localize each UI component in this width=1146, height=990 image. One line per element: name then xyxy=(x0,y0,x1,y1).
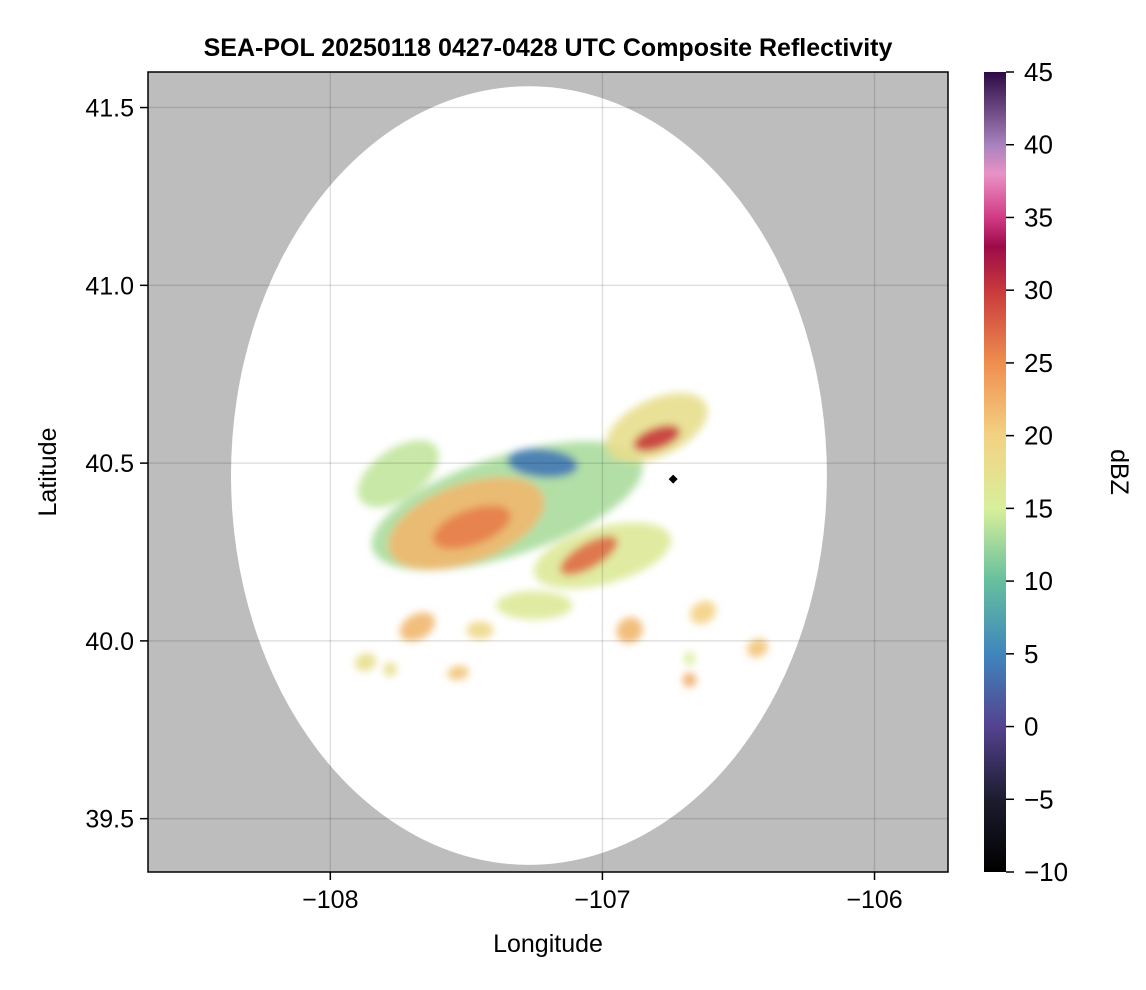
reflectivity-echoes xyxy=(355,393,768,688)
echo-south-cell-3 xyxy=(616,617,643,644)
cb-tick-label-4: 10 xyxy=(1024,566,1053,596)
echo-south-cell-2 xyxy=(466,621,494,640)
colorbar-ticks: −10 −5 0 5 10 15 20 25 30 35 40 45 xyxy=(1006,57,1068,887)
echo-southwest-cell-2 xyxy=(447,665,469,681)
grid-lines xyxy=(148,72,948,872)
radar-site-marker xyxy=(668,474,678,484)
colorbar-bar xyxy=(984,72,1006,872)
colorbar: −10 −5 0 5 10 15 20 25 30 35 40 45 dBZ xyxy=(984,57,1133,887)
cb-tick-label-2: 0 xyxy=(1024,712,1038,742)
cb-tick-label-8: 30 xyxy=(1024,275,1053,305)
cb-tick-label-6: 20 xyxy=(1024,421,1053,451)
y-axis-label: Latitude xyxy=(34,428,62,517)
echo-southwest-cell-1 xyxy=(355,653,377,672)
cb-tick-label-9: 35 xyxy=(1024,202,1053,232)
echo-southeast-core xyxy=(559,535,618,576)
y-axis-ticks: 39.5 40.0 40.5 41.0 41.5 xyxy=(85,95,148,834)
x-tick-label-2: −106 xyxy=(846,886,902,914)
echo-northwest-spur xyxy=(357,440,439,508)
echo-southeast-small xyxy=(682,672,697,688)
cb-tick-label-1: −5 xyxy=(1024,784,1054,814)
y-tick-label-1: 40.0 xyxy=(85,628,134,656)
y-tick-label-4: 41.5 xyxy=(85,95,134,123)
cb-tick-label-0: −10 xyxy=(1024,857,1068,887)
colorbar-label: dBZ xyxy=(1105,449,1133,495)
echo-southwest-cell-3 xyxy=(383,662,397,677)
cb-tick-label-11: 45 xyxy=(1024,57,1053,87)
echo-west-core-hot xyxy=(432,505,511,549)
x-axis-ticks: −108 −107 −106 xyxy=(302,872,903,914)
echo-southeast-small-2 xyxy=(684,651,695,666)
plot-area xyxy=(148,72,948,872)
x-tick-label-1: −107 xyxy=(574,886,630,914)
y-tick-label-0: 39.5 xyxy=(85,806,134,834)
echo-east-cell-1 xyxy=(690,600,717,624)
echo-north-weak xyxy=(507,448,578,478)
x-tick-label-0: −108 xyxy=(302,886,358,914)
plot-frame xyxy=(147,71,949,873)
echo-south-lower xyxy=(496,591,573,620)
y-tick-label-3: 41.0 xyxy=(85,272,134,300)
chart-title: SEA-POL 20250118 0427-0428 UTC Composite… xyxy=(204,34,893,62)
cb-tick-label-3: 5 xyxy=(1024,639,1038,669)
y-tick-label-2: 40.5 xyxy=(85,450,134,478)
cb-tick-label-5: 15 xyxy=(1024,493,1053,523)
echo-northeast-core xyxy=(633,425,681,452)
cb-tick-label-7: 25 xyxy=(1024,348,1053,378)
echo-south-cell-1 xyxy=(399,612,436,642)
cb-tick-label-10: 40 xyxy=(1024,130,1053,160)
echo-east-cell-2 xyxy=(747,638,768,658)
x-axis-label: Longitude xyxy=(493,930,603,958)
